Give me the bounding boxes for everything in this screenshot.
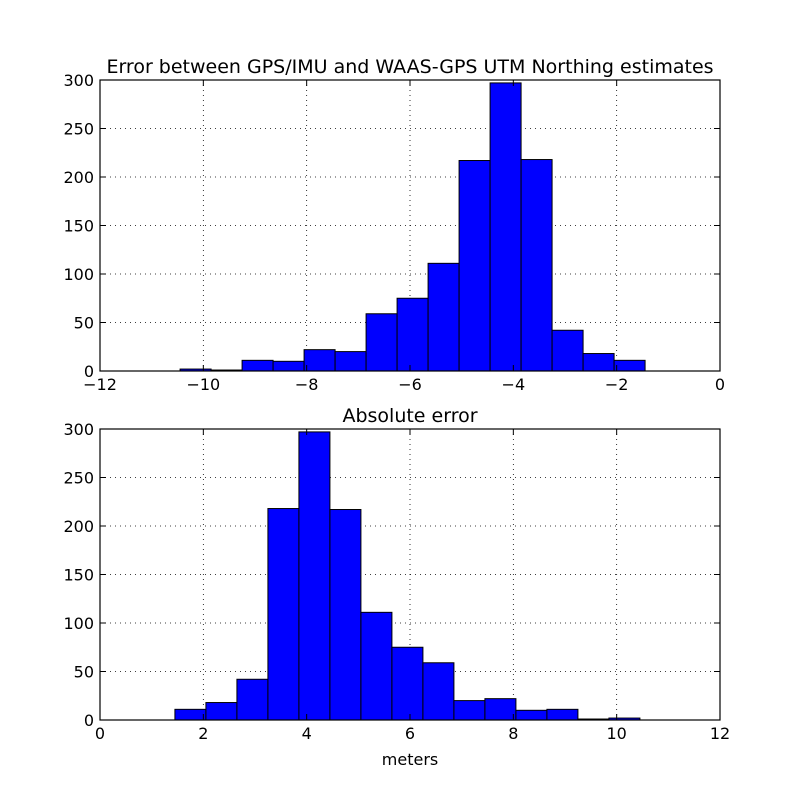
x-tick-label: −6 xyxy=(398,375,422,394)
y-tick-label: 100 xyxy=(63,265,94,284)
chart-title: Absolute error xyxy=(342,405,477,427)
chart-title: Error between GPS/IMU and WAAS-GPS UTM N… xyxy=(106,56,713,78)
y-tick-label: 100 xyxy=(63,614,94,633)
histogram-bar xyxy=(360,611,393,721)
x-tick-label: −4 xyxy=(502,375,526,394)
histogram-bar xyxy=(427,262,460,372)
y-tick-label: 150 xyxy=(63,217,94,236)
axis-ticks xyxy=(99,79,721,372)
x-tick-label: −8 xyxy=(295,375,319,394)
histogram-bar xyxy=(489,82,522,372)
x-axis-label: meters xyxy=(382,750,438,769)
x-tick-label: 12 xyxy=(710,724,730,743)
x-tick-label: 10 xyxy=(606,724,626,743)
x-tick-label: 2 xyxy=(198,724,208,743)
y-tick-label: 0 xyxy=(84,711,94,730)
histogram-bar xyxy=(422,662,455,721)
histogram-bar xyxy=(205,702,238,721)
y-tick-label: 50 xyxy=(74,314,94,333)
histogram-bar xyxy=(365,313,398,372)
x-tick-label: −12 xyxy=(83,375,117,394)
histogram-bar xyxy=(546,708,579,721)
histogram-bar xyxy=(551,329,584,372)
x-tick-label: 4 xyxy=(302,724,312,743)
y-tick-label: 0 xyxy=(84,362,94,381)
y-tick-label: 200 xyxy=(63,517,94,536)
histogram-bar xyxy=(272,360,305,372)
histogram-bar xyxy=(174,708,207,721)
histogram-bar xyxy=(515,709,548,721)
x-tick-label: 6 xyxy=(405,724,415,743)
histogram-bar xyxy=(520,159,553,372)
x-tick-label: −2 xyxy=(605,375,629,394)
x-tick-labels: −12 −10 −8 −6 −4 −2 0 xyxy=(83,375,725,394)
histogram-bar xyxy=(334,351,367,372)
histogram-bar xyxy=(453,700,486,721)
histogram-bar xyxy=(298,431,331,721)
y-tick-label: 50 xyxy=(74,663,94,682)
histogram-bar xyxy=(329,509,362,721)
histogram-bar xyxy=(396,297,429,372)
northing-error-histogram: Error between GPS/IMU and WAAS-GPS UTM N… xyxy=(63,56,725,394)
axis-ticks xyxy=(99,428,721,721)
histogram-bar xyxy=(582,353,615,372)
histogram-bar xyxy=(484,698,517,721)
absolute-error-histogram: Absolute error 0 2 4 6 8 10 12 0 50 100 150 200 250… xyxy=(63,405,730,769)
y-tick-label: 250 xyxy=(63,469,94,488)
y-tick-label: 200 xyxy=(63,168,94,187)
x-tick-label: 8 xyxy=(508,724,518,743)
x-tick-label: −10 xyxy=(186,375,220,394)
histogram-bar xyxy=(267,508,300,721)
y-tick-label: 150 xyxy=(63,566,94,585)
histogram-bar xyxy=(303,349,336,372)
histogram-bar xyxy=(241,359,274,372)
y-tick-label: 250 xyxy=(63,120,94,139)
y-tick-labels: 0 50 100 150 200 250 300 xyxy=(63,420,94,730)
histogram-bar xyxy=(236,678,269,721)
histogram-bars xyxy=(174,431,641,721)
x-tick-label: 0 xyxy=(95,724,105,743)
histogram-bar xyxy=(391,646,424,721)
histogram-bar xyxy=(458,160,491,372)
y-tick-labels: 0 50 100 150 200 250 300 xyxy=(63,71,94,381)
x-tick-label: 0 xyxy=(715,375,725,394)
histogram-bar xyxy=(613,359,646,372)
y-tick-label: 300 xyxy=(63,71,94,90)
y-tick-label: 300 xyxy=(63,420,94,439)
x-tick-labels: 0 2 4 6 8 10 12 xyxy=(95,724,730,743)
